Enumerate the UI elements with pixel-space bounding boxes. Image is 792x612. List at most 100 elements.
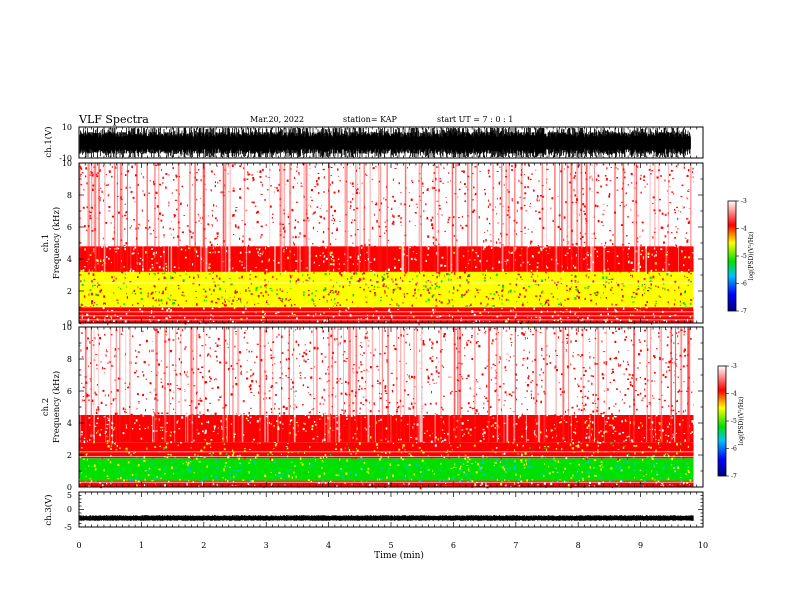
spectrogram-speck: [283, 176, 286, 179]
spectrogram-speck: [108, 243, 110, 245]
spectrogram-speck: [445, 208, 448, 211]
spectrogram-speck: [112, 237, 115, 240]
spectrogram-speck: [210, 170, 213, 173]
spectrogram-speck: [214, 184, 216, 188]
spectrogram-speck: [96, 217, 98, 219]
spectrogram-speck: [682, 175, 685, 177]
spectrogram-speck: [682, 292, 685, 295]
spectrogram-speck: [129, 227, 131, 229]
spectrogram-speck: [287, 315, 289, 317]
spectrogram-speck: [349, 271, 351, 273]
spectrogram-speck: [155, 234, 157, 237]
spectrogram-speck: [562, 204, 564, 207]
spectrogram-speck: [611, 303, 613, 306]
spectrogram-speck: [198, 206, 200, 208]
spectrogram-speck: [522, 261, 524, 264]
spectrogram-speck: [168, 307, 170, 310]
spectrogram-speck: [320, 215, 323, 219]
spectrogram-speck: [536, 219, 538, 222]
spectrogram-speck: [611, 263, 613, 267]
spectrogram-speck: [277, 192, 279, 193]
spectrogram-speck: [409, 247, 411, 249]
spectrogram-speck: [188, 168, 191, 170]
spectrogram-speck: [447, 230, 449, 233]
spectrogram-speck: [658, 198, 661, 201]
spectrogram-speck: [573, 188, 575, 192]
spectrogram-speck: [370, 318, 372, 320]
spectrogram-speck: [162, 211, 165, 213]
spectrogram-speck: [674, 237, 677, 239]
spectrogram-speck: [631, 182, 633, 184]
spectrogram-speck: [161, 303, 163, 305]
spectrogram-speck: [294, 304, 296, 306]
spectrogram-speck: [287, 198, 289, 200]
spectrogram-speck: [361, 273, 363, 275]
spectrogram-speck: [538, 217, 541, 220]
spectrogram-speck: [380, 299, 382, 301]
spectrogram-speck: [589, 176, 591, 179]
spectrogram-speck: [161, 226, 163, 228]
spectrogram-speck: [531, 299, 533, 301]
spectrogram-speck: [538, 185, 540, 188]
spectrogram-speck: [650, 280, 652, 282]
spectrogram-speck: [614, 290, 617, 293]
spectrogram-speck: [537, 243, 540, 245]
spectrogram-speck: [471, 210, 475, 213]
spectrogram-speck: [227, 308, 230, 310]
spectrogram-speck: [622, 283, 624, 285]
spectrogram-speck: [213, 296, 215, 298]
spectrogram-speck: [531, 173, 534, 175]
spectrogram-speck: [333, 191, 336, 194]
spectrogram-speck: [403, 262, 406, 264]
spectrogram-speck: [462, 256, 464, 260]
spectrogram-speck: [283, 249, 285, 250]
spectrogram-speck: [497, 300, 500, 302]
spectrogram-speck: [496, 241, 498, 244]
spectrogram-speck: [304, 194, 307, 197]
spectrogram-speck: [165, 166, 168, 169]
spectrogram-speck: [230, 189, 232, 191]
spectrogram-speck: [297, 183, 300, 186]
spectrogram-speck: [245, 234, 247, 236]
spectrogram-speck: [414, 247, 416, 249]
spectrogram-speck: [241, 275, 243, 279]
spectrogram-speck: [649, 287, 652, 289]
spectrogram-speck: [414, 257, 416, 259]
spectrogram-speck: [438, 271, 441, 274]
spectrogram-speck: [390, 261, 393, 263]
figure-title: VLF Spectra: [78, 113, 149, 126]
spectrogram-speck: [374, 166, 377, 168]
spectrogram-speck: [133, 248, 135, 251]
spectrogram-speck: [300, 272, 302, 275]
spectrogram-speck: [159, 183, 161, 186]
spectrogram-speck: [389, 205, 391, 208]
spectrogram-speck: [469, 210, 471, 213]
spectrogram-speck: [370, 197, 372, 200]
spectrogram-speck: [85, 270, 88, 272]
spectrogram-speck: [419, 273, 421, 274]
spectrogram-speck: [431, 316, 433, 319]
spectrogram-speck: [478, 318, 481, 321]
spectrogram-speck: [357, 188, 359, 190]
spectrogram-speck: [107, 178, 110, 181]
spectrogram-speck: [630, 167, 632, 169]
spectrogram-speck: [672, 267, 675, 270]
spectrogram-speck: [641, 284, 643, 287]
spectrogram-speck: [162, 176, 165, 179]
spectrogram-speck: [673, 210, 675, 213]
spectrogram-speck: [367, 258, 369, 261]
spectrogram-speck: [321, 212, 323, 214]
spectrogram-speck: [264, 192, 265, 195]
spectrogram-speck: [331, 255, 334, 258]
spectrogram-speck: [580, 319, 582, 322]
spectrogram-speck: [117, 304, 120, 308]
spectrogram-speck: [629, 267, 631, 269]
spectrogram-speck: [397, 286, 399, 289]
spectrogram-speck: [483, 279, 486, 282]
spectrogram-speck: [305, 279, 308, 281]
spectrogram-speck: [677, 178, 680, 180]
spectrogram-speck: [161, 304, 164, 306]
spectrogram-speck: [669, 173, 671, 176]
spectrogram-speck: [683, 258, 685, 260]
spectrogram-speck: [81, 283, 84, 286]
